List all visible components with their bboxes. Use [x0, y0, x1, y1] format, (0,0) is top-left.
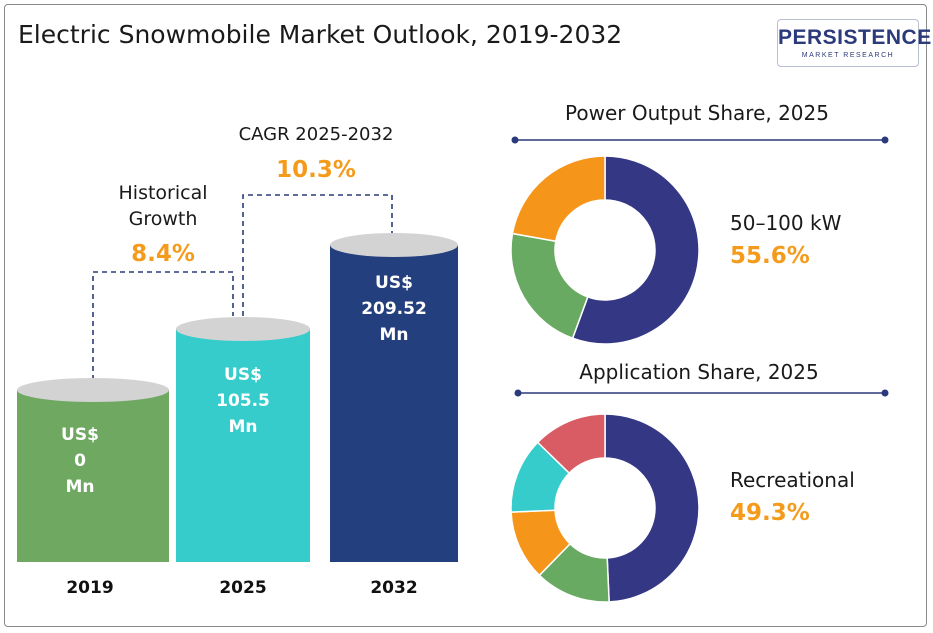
power-output-slice-2	[511, 155, 606, 243]
brand-logo: PERSISTENCE MARKET RESEARCH	[777, 19, 932, 67]
bar-2025-label-line1: US$	[224, 365, 262, 385]
bar-2019-label-line2: 0	[74, 451, 86, 471]
bar-2032-top	[330, 233, 458, 257]
logo-wordmark: PERSISTENCE	[778, 26, 932, 49]
historical-connector	[92, 271, 234, 380]
application-highlight-label: Recreational	[730, 468, 855, 492]
bar-2019-label-line3: Mn	[65, 477, 94, 497]
power-output-highlight-value: 55.6%	[730, 243, 810, 269]
bar-2032-label-line1: US$	[375, 273, 413, 293]
infographic-frame	[4, 4, 927, 627]
cagr-value: 10.3%	[276, 157, 356, 183]
divider-dot-right	[881, 136, 889, 144]
bar-2032-label-line2: 209.52	[361, 299, 427, 319]
x-tick-2025: 2025	[219, 578, 266, 598]
bar-2025-label-line3: Mn	[228, 417, 257, 437]
page-title: Electric Snowmobile Market Outlook, 2019…	[18, 20, 623, 49]
bar-2025-label-line2: 105.5	[216, 391, 270, 411]
bar-chart: US$ 0 Mn US$ 105.5 Mn US$ 209.52 Mn 2019…	[17, 124, 458, 598]
application-section: Application Share, 2025 Recreational 49.…	[510, 360, 889, 603]
bar-2032-label-line3: Mn	[379, 325, 408, 345]
bar-2025	[176, 317, 310, 562]
historical-label-line1: Historical	[119, 182, 208, 204]
application-highlight-value: 49.3%	[730, 500, 810, 526]
logo-subtitle: MARKET RESEARCH	[801, 52, 895, 59]
divider-dot-left	[511, 136, 519, 144]
historical-label-line2: Growth	[129, 208, 198, 230]
bar-2019-top	[17, 378, 169, 402]
power-output-title: Power Output Share, 2025	[565, 101, 829, 125]
power-output-section: Power Output Share, 2025 50–100 kW 55.6%	[510, 101, 889, 345]
divider-dot-right-2	[881, 389, 889, 397]
application-title: Application Share, 2025	[579, 360, 818, 384]
bar-2032-body	[330, 245, 458, 562]
bar-2032	[330, 233, 458, 562]
application-slice-0	[604, 413, 700, 603]
historical-growth-value: 8.4%	[131, 241, 195, 267]
x-tick-2032: 2032	[370, 578, 417, 598]
bar-2025-top	[176, 317, 310, 341]
application-slice-4	[536, 413, 606, 475]
power-output-slice-1	[510, 232, 589, 340]
bar-2025-body	[176, 329, 310, 562]
divider-dot-left-2	[514, 389, 522, 397]
bar-2019-label-line1: US$	[61, 425, 99, 445]
power-output-slice-0	[571, 155, 700, 345]
bar-2019-body	[17, 390, 169, 562]
x-tick-2019: 2019	[66, 578, 113, 598]
power-output-donut	[510, 155, 700, 345]
cagr-connector	[242, 194, 393, 316]
cagr-label: CAGR 2025-2032	[239, 124, 394, 145]
bar-2019	[17, 378, 169, 562]
application-donut	[510, 413, 700, 603]
power-output-highlight-label: 50–100 kW	[730, 211, 842, 235]
